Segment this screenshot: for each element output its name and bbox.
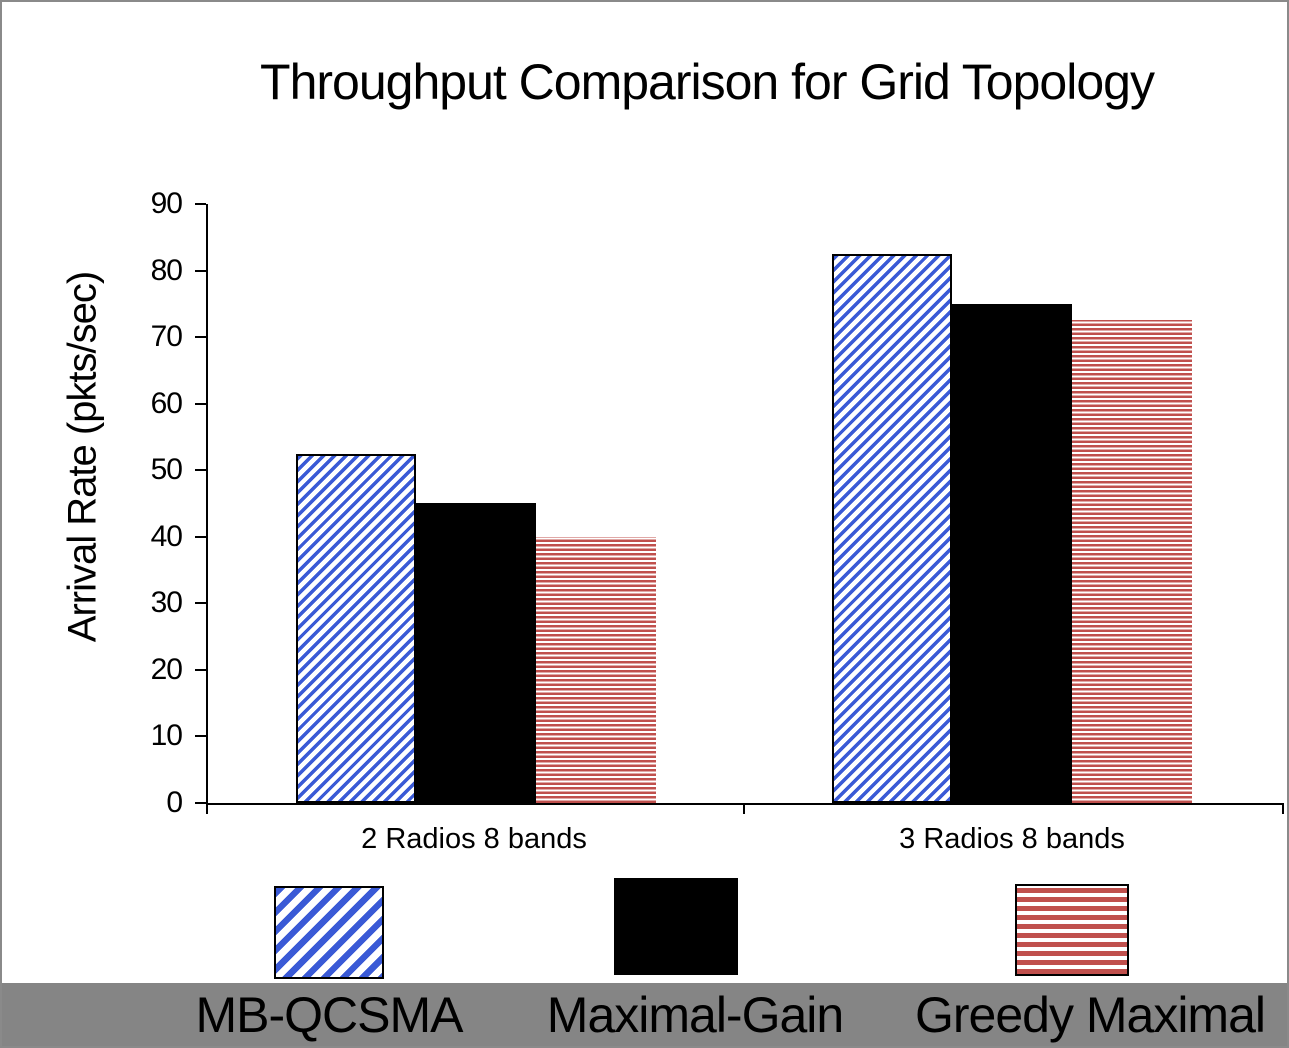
bar-mb-qcsma-group1	[296, 454, 416, 803]
x-tick-mark	[1282, 803, 1284, 814]
chart-title: Throughput Comparison for Grid Topology	[260, 54, 1155, 110]
x-category-label: 3 Radios 8 bands	[899, 823, 1125, 855]
x-tick-mark	[206, 803, 208, 814]
y-tick-mark	[195, 602, 206, 605]
y-tick-mark	[195, 203, 206, 205]
bar-greedy-maximal-group2	[1072, 320, 1192, 803]
legend-label-greedy-maximal: Greedy Maximal	[915, 986, 1266, 1043]
legend-swatch-maximal-gain	[614, 878, 738, 975]
plot-area: 0 10 20 30 40 50 60 70 80 90	[151, 188, 1284, 819]
y-tick-mark	[195, 802, 206, 804]
y-tick-mark	[195, 402, 206, 405]
y-tick-label: 60	[150, 386, 183, 420]
bar-maximal-gain-group1	[416, 503, 536, 803]
y-tick-label: 40	[150, 519, 183, 553]
x-tick-mark	[743, 803, 745, 814]
y-tick-label: 30	[150, 586, 183, 620]
y-tick-label: 0	[166, 786, 183, 819]
bar-mb-qcsma-group2	[832, 254, 952, 803]
y-axis-label: Arrival Rate (pkts/sec)	[60, 271, 105, 643]
y-tick-mark	[195, 336, 206, 339]
legend-swatch-greedy-maximal	[1015, 884, 1129, 976]
y-tick-mark	[195, 668, 206, 671]
y-tick-label: 70	[150, 320, 183, 354]
legend-label-maximal-gain: Maximal-Gain	[546, 986, 844, 1043]
y-tick-mark	[195, 735, 206, 738]
y-tick-mark	[195, 469, 206, 472]
bar-maximal-gain-group2	[952, 304, 1072, 803]
y-tick-mark	[195, 535, 206, 538]
y-tick-label: 80	[150, 253, 183, 287]
legend-swatch-mb-qcsma	[274, 886, 384, 979]
x-category-label: 2 Radios 8 bands	[361, 823, 587, 855]
y-tick-label: 20	[150, 652, 183, 686]
legend-label-mb-qcsma: MB-QCSMA	[195, 986, 464, 1043]
y-tick-label: 50	[150, 453, 183, 487]
y-tick-label: 10	[150, 719, 183, 753]
legend-band: MB-QCSMA Maximal-Gain Greedy Maximal	[2, 983, 1287, 1046]
y-tick-label: 90	[150, 187, 183, 220]
bar-greedy-maximal-group1	[536, 537, 656, 803]
y-tick-mark	[195, 269, 206, 272]
